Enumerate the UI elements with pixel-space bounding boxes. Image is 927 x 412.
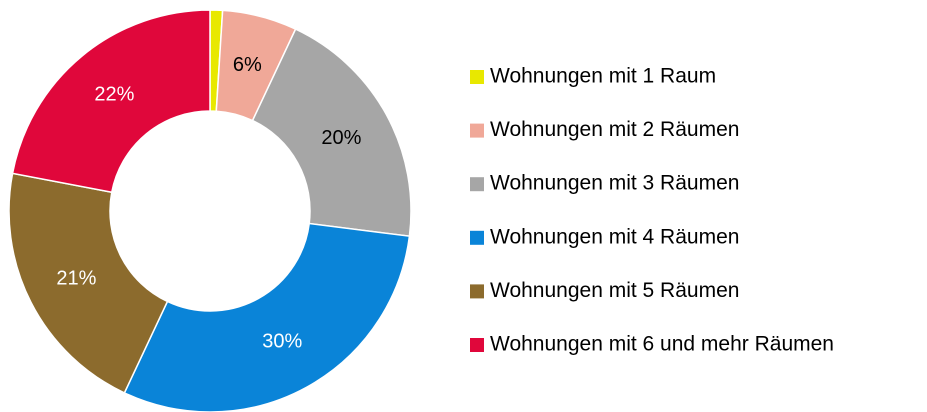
slice	[8, 172, 169, 394]
data-label: 6%	[233, 54, 262, 76]
legend-label: Wohnungen mit 3 Räumen	[490, 172, 739, 195]
data-label: 30%	[262, 331, 302, 353]
legend-swatch	[470, 338, 484, 352]
legend-label: Wohnungen mit 1 Raum	[490, 65, 716, 88]
legend-label: Wohnungen mit 6 und mehr Räumen	[490, 333, 834, 356]
data-label: 20%	[321, 127, 361, 149]
legend-swatch	[470, 123, 484, 138]
slice	[11, 9, 211, 194]
data-label: 21%	[56, 267, 96, 289]
slice	[123, 222, 411, 412]
legend-swatch	[470, 284, 484, 299]
legend-swatch	[470, 230, 484, 245]
legend-swatch	[470, 177, 484, 192]
slice	[251, 28, 412, 238]
legend-label: Wohnungen mit 2 Räumen	[490, 118, 739, 141]
legend-swatch	[470, 70, 484, 84]
legend-label: Wohnungen mit 5 Räumen	[490, 279, 739, 302]
legend-label: Wohnungen mit 4 Räumen	[490, 225, 739, 248]
data-label: 22%	[94, 84, 134, 106]
